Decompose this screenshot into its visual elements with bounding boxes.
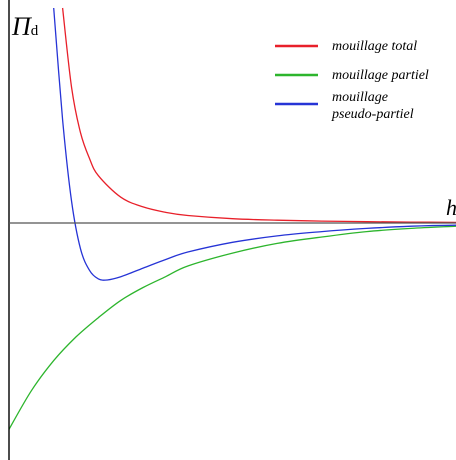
- legend: mouillage total mouillage partiel mouillag…: [275, 39, 429, 122]
- legend-label-1: mouillage total: [332, 39, 417, 54]
- series-line-2: [8, 225, 456, 430]
- x-axis-label: h: [446, 195, 456, 220]
- y-axis-label: Πd: [11, 12, 39, 41]
- legend-label-3-line-2: pseudo-partiel: [331, 107, 414, 122]
- series-line-1: [61, 7, 456, 224]
- legend-label-2: mouillage partiel: [332, 68, 429, 83]
- legend-label-3-line-1: mouillage: [332, 90, 388, 105]
- series-line-3: [53, 7, 456, 281]
- plot-area: [8, 7, 456, 430]
